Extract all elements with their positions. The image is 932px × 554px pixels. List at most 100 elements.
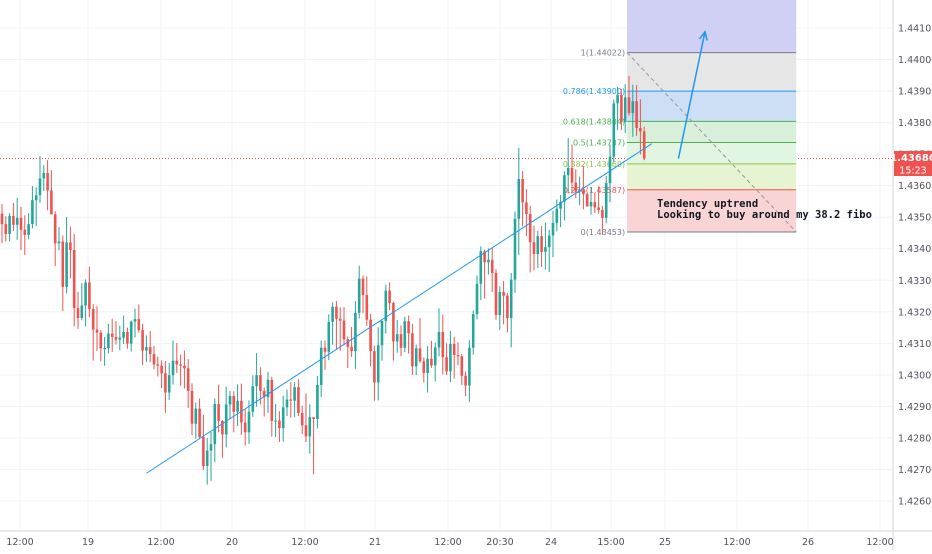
candle-body: [528, 214, 532, 243]
candle-body: [422, 361, 426, 373]
fibonacci-retracement[interactable]: 1(1.44022) 0.786(1.43900) 0.618(1.43804) 0.…: [563, 0, 797, 237]
countdown-badge: [894, 164, 932, 176]
candle-body: [312, 417, 315, 420]
candle-body: [544, 247, 547, 252]
x-tick-label: 15:00: [597, 537, 624, 548]
candle-body: [247, 411, 251, 433]
y-tick-label: 1.43900: [898, 87, 932, 98]
candle-body: [494, 273, 498, 315]
candle-body: [361, 278, 365, 296]
candle-body: [373, 351, 376, 383]
candle-body: [433, 347, 437, 366]
x-tick-label: 12:00: [434, 537, 461, 548]
candle-body: [418, 348, 422, 362]
candle-body: [612, 103, 616, 157]
fib-zone: [627, 121, 797, 143]
fib-zone: [627, 189, 797, 233]
candle-body: [388, 290, 391, 303]
fib-level-label: 1(1.44022): [581, 49, 625, 58]
candle-body: [521, 179, 524, 203]
candle-body: [99, 332, 103, 349]
candle-body: [122, 331, 125, 338]
candle-body: [175, 360, 179, 365]
candle-body: [407, 321, 410, 334]
candle-body: [221, 420, 224, 435]
y-tick-label: 1.43300: [898, 276, 932, 287]
candle-body: [243, 422, 247, 433]
candle-body: [604, 183, 608, 218]
candle-body: [449, 343, 452, 372]
candle-body: [95, 329, 99, 333]
candle-body: [532, 242, 536, 255]
candle-body: [464, 375, 467, 386]
fib-level-label: 0.236(1.43587): [563, 186, 625, 195]
candle-body: [137, 319, 141, 331]
candle-body: [19, 217, 23, 230]
candle-body: [487, 259, 490, 263]
y-tick-label: 1.43500: [898, 213, 932, 224]
candle-body: [479, 251, 483, 284]
trendline[interactable]: [146, 143, 653, 474]
candle-body: [278, 420, 281, 429]
candle-body: [8, 215, 11, 234]
candle-body: [426, 358, 429, 373]
candle-body: [551, 222, 555, 236]
fib-level-label: 0.5(1.43737): [573, 138, 625, 147]
candle-body: [509, 279, 513, 319]
candle-body: [179, 364, 182, 366]
y-tick-label: 1.43400: [898, 244, 932, 255]
current-price-label: 1.43686: [890, 153, 932, 164]
candle-body: [53, 214, 57, 244]
candle-body: [46, 173, 49, 191]
candle-body: [232, 395, 236, 412]
candle-body: [198, 408, 201, 437]
drawings-layer[interactable]: [146, 30, 708, 474]
y-tick-label: 1.43200: [898, 307, 932, 318]
fib-zone: [627, 142, 797, 164]
candle-body: [31, 200, 34, 225]
candle-body: [133, 319, 137, 322]
candle-body: [395, 334, 399, 342]
candle-body: [490, 259, 494, 274]
forecast-arrow-head[interactable]: [698, 30, 708, 41]
x-tick-label: 19: [82, 537, 94, 548]
candle-body: [441, 331, 445, 358]
candle-body: [627, 97, 631, 114]
candle-body: [574, 182, 578, 192]
fib-diagonal: [626, 52, 797, 233]
candle-body: [69, 242, 72, 250]
candle-body: [145, 347, 148, 351]
forecast-arrow-shaft[interactable]: [677, 31, 706, 159]
fib-zone: [627, 52, 797, 92]
candle-body: [327, 321, 331, 352]
candle-body: [27, 224, 30, 235]
candle-body: [141, 330, 144, 351]
candle-body: [563, 175, 566, 202]
candle-body: [202, 436, 205, 466]
candle-body: [460, 356, 464, 376]
candle-body: [506, 295, 509, 319]
annotation-line-1: Tendency uptrend: [657, 198, 758, 210]
candle-body: [91, 308, 95, 330]
candle-body: [365, 295, 369, 320]
candle-body: [274, 420, 277, 422]
candle-body: [213, 403, 217, 445]
fib-level-label: 0.618(1.43804): [563, 117, 625, 126]
candle-body: [190, 390, 194, 424]
candle-body: [601, 209, 604, 218]
candle-body: [475, 283, 479, 315]
candle-body: [555, 208, 559, 223]
y-tick-label: 1.43800: [898, 118, 932, 129]
candle-body: [160, 365, 163, 374]
fib-zone: [627, 91, 797, 122]
candle-body: [183, 365, 186, 369]
candles-layer: [0, 75, 646, 485]
fib-zone-extension: [627, 0, 797, 53]
candle-body: [338, 318, 342, 321]
annotation-note[interactable]: Tendency uptrend Looking to buy around m…: [657, 198, 872, 221]
candle-body: [369, 319, 372, 352]
x-tick-label: 20: [226, 537, 238, 548]
candle-body: [593, 202, 597, 208]
